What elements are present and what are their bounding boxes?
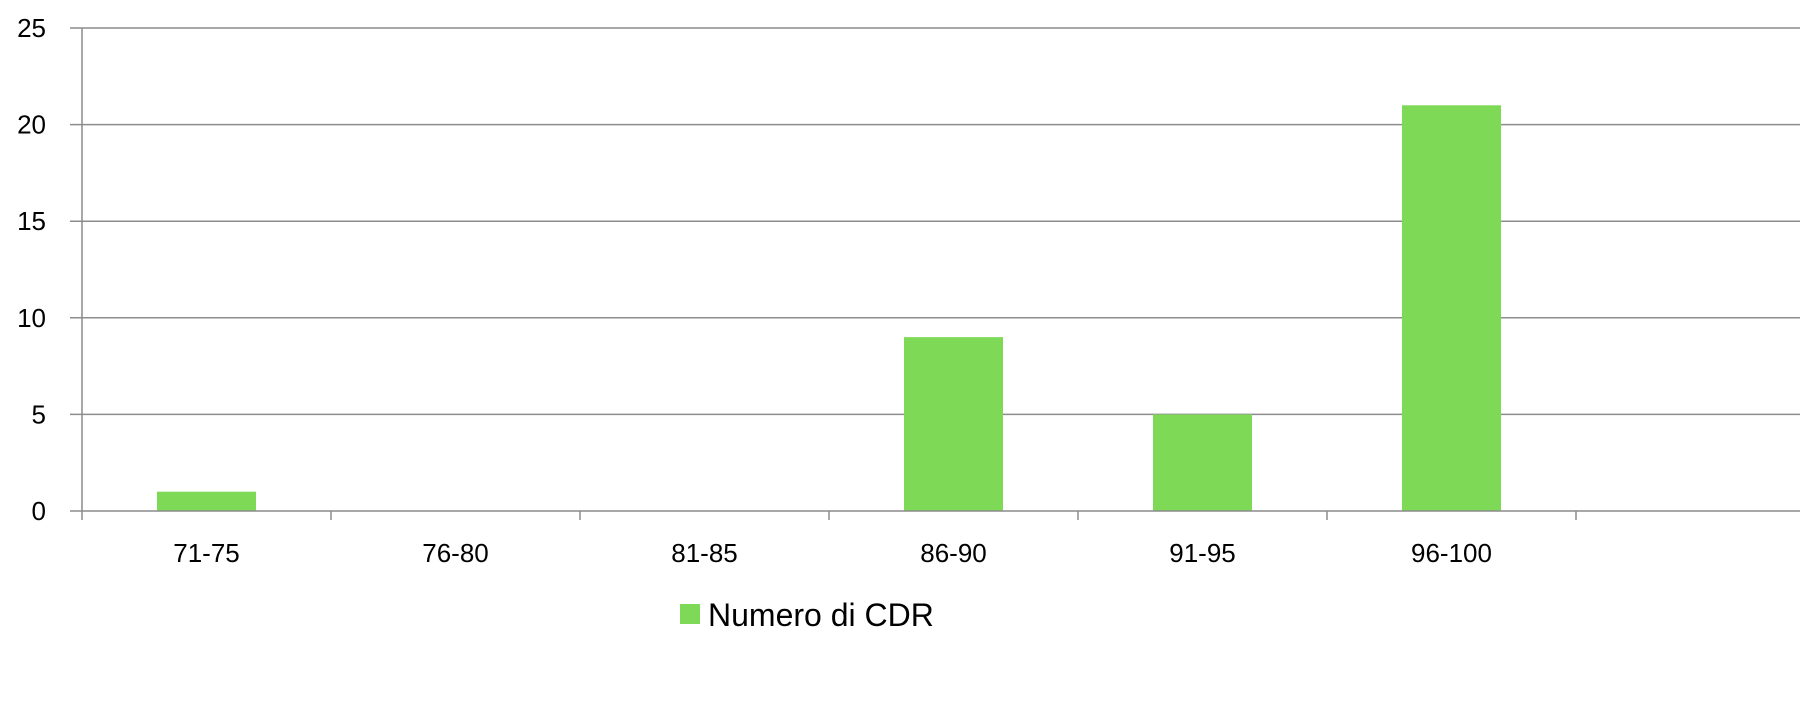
x-tick-label: 86-90 (920, 538, 987, 568)
bar-86-90 (904, 337, 1003, 511)
bar-96-100 (1402, 105, 1501, 511)
axes (70, 28, 1800, 520)
bars (157, 105, 1501, 511)
bar-91-95 (1153, 414, 1252, 511)
x-tick-label: 91-95 (1169, 538, 1236, 568)
x-tick-label: 76-80 (422, 538, 489, 568)
gridlines (70, 27, 1800, 416)
legend-swatch (680, 604, 700, 624)
legend: Numero di CDR (680, 597, 934, 633)
y-tick-label: 10 (17, 303, 46, 333)
y-tick-label: 20 (17, 110, 46, 140)
y-tick-label: 5 (32, 399, 46, 429)
x-tick-label: 81-85 (671, 538, 738, 568)
legend-label: Numero di CDR (708, 597, 934, 633)
y-tick-label: 25 (17, 13, 46, 43)
x-tick-label: 71-75 (173, 538, 240, 568)
y-tick-label: 15 (17, 206, 46, 236)
x-tick-label: 96-100 (1411, 538, 1492, 568)
y-tick-label: 0 (32, 496, 46, 526)
bar-71-75 (157, 491, 256, 511)
tick-labels: 0 5 10 15 20 25 71-75 76-80 81-85 86-90 91-95 96-10… (17, 13, 1492, 568)
